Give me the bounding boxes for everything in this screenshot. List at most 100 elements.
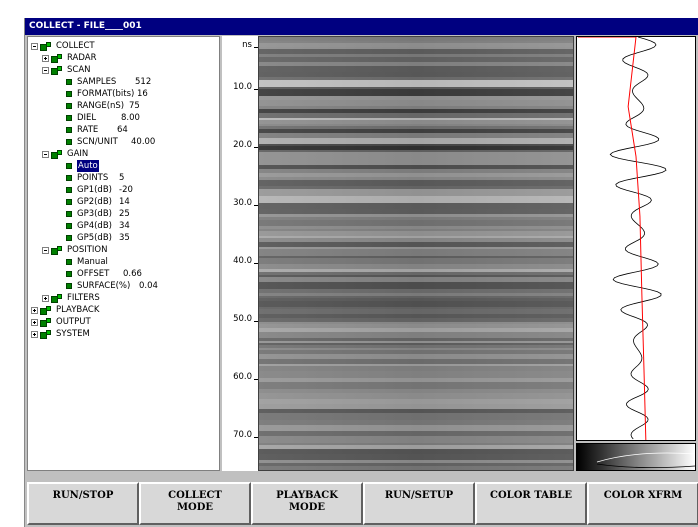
tree-node-label: PLAYBACK: [56, 305, 100, 315]
leaf-label: RATE: [77, 125, 99, 135]
axis-tick: [254, 47, 258, 48]
radar-band: [259, 249, 573, 256]
leaf-value: 0.66: [123, 269, 142, 279]
tree-node-playback[interactable]: PLAYBACK: [31, 304, 99, 316]
axis-tick: [254, 147, 258, 148]
radar-band: [259, 144, 573, 146]
tree-leaf-gp3[interactable]: GP3(dB) 25: [66, 208, 130, 220]
radar-band: [259, 431, 573, 436]
expand-icon[interactable]: [42, 54, 49, 62]
collect-mode-button[interactable]: COLLECT MODE: [139, 482, 251, 525]
radar-band: [259, 231, 573, 236]
leaf-label: DIEL: [77, 113, 97, 123]
tree-leaf-rate[interactable]: RATE 64: [66, 124, 128, 136]
tree-node-output[interactable]: OUTPUT: [31, 316, 91, 328]
radar-band: [259, 264, 573, 269]
tree-node-gain[interactable]: GAIN: [42, 148, 88, 160]
tree-leaf-gain-mode[interactable]: Auto: [66, 160, 99, 172]
radar-band: [259, 443, 573, 445]
tree-node-scan[interactable]: SCAN: [42, 64, 91, 76]
tree-node-radar[interactable]: RADAR: [42, 52, 97, 64]
collapse-icon[interactable]: [42, 246, 49, 254]
tree-leaf-format[interactable]: FORMAT(bits) 16: [66, 88, 148, 100]
color-table-button[interactable]: COLOR TABLE: [475, 482, 587, 525]
tree-leaf-gp4[interactable]: GP4(dB) 34: [66, 220, 130, 232]
leaf-icon: [66, 235, 72, 241]
collapse-icon[interactable]: [42, 66, 49, 74]
tree-leaf-scn-unit[interactable]: SCN/UNIT 40.00: [66, 136, 155, 148]
tree-leaf-gp2[interactable]: GP2(dB) 14: [66, 196, 130, 208]
radar-band: [259, 89, 573, 96]
leaf-icon: [66, 283, 72, 289]
color-xfrm-button[interactable]: COLOR XFRM: [587, 482, 698, 525]
radar-band: [259, 43, 573, 47]
radar-band: [259, 413, 573, 420]
run-setup-button[interactable]: RUN/SETUP: [363, 482, 475, 525]
run-stop-button[interactable]: RUN/STOP: [27, 482, 139, 525]
leaf-label: GP3(dB): [77, 209, 112, 219]
expand-icon[interactable]: [31, 306, 38, 314]
radargram-display[interactable]: [258, 36, 574, 471]
leaf-icon: [66, 103, 72, 109]
radar-band: [259, 296, 573, 298]
leaf-label: GP2(dB): [77, 197, 112, 207]
tree-node-collect[interactable]: COLLECT: [31, 40, 95, 52]
tree-leaf-offset[interactable]: OFFSET 0.66: [66, 268, 142, 280]
tree-leaf-diel[interactable]: DIEL 8.00: [66, 112, 140, 124]
folder-icon: [40, 41, 53, 51]
radar-band: [259, 463, 573, 466]
radar-band: [259, 217, 573, 220]
folder-icon: [51, 53, 64, 63]
folder-icon: [51, 65, 64, 75]
leaf-value: 75: [129, 101, 140, 111]
radar-band: [259, 80, 573, 87]
tree-leaf-gp1[interactable]: GP1(dB) -20: [66, 184, 133, 196]
playback-mode-button[interactable]: PLAYBACK MODE: [251, 482, 363, 525]
tree-leaf-range[interactable]: RANGE(nS) 75: [66, 100, 140, 112]
leaf-icon: [66, 211, 72, 217]
expand-icon[interactable]: [31, 318, 38, 326]
radar-band: [259, 49, 573, 54]
leaf-value: 16: [137, 89, 148, 99]
radar-band: [259, 209, 573, 214]
radar-band: [259, 41, 573, 43]
tree-node-filters[interactable]: FILTERS: [42, 292, 100, 304]
color-xfrm-curve: [596, 452, 695, 468]
radar-band: [259, 109, 573, 113]
leaf-label-selected[interactable]: Auto: [77, 160, 99, 172]
leaf-label: SCN/UNIT: [77, 137, 118, 147]
tree-leaf-surface[interactable]: SURFACE(%) 0.04: [66, 280, 158, 292]
leaf-icon: [66, 223, 72, 229]
axis-tick: [254, 205, 258, 206]
settings-tree[interactable]: COLLECT RADAR SCAN SAMPLES 512 FORMAT(bit…: [27, 36, 220, 471]
leaf-icon: [66, 127, 72, 133]
tree-leaf-samples[interactable]: SAMPLES 512: [66, 76, 151, 88]
radar-band: [259, 309, 573, 314]
radar-band: [259, 301, 573, 307]
axis-unit-label: ns: [242, 40, 252, 50]
radar-band: [259, 138, 573, 144]
tree-node-position[interactable]: POSITION: [42, 244, 107, 256]
collapse-icon[interactable]: [31, 42, 38, 50]
tree-leaf-position-mode[interactable]: Manual: [66, 256, 108, 268]
radar-band: [259, 214, 573, 217]
leaf-icon: [66, 115, 72, 121]
expand-icon[interactable]: [31, 330, 38, 338]
collapse-icon[interactable]: [42, 150, 49, 158]
expand-icon[interactable]: [42, 294, 49, 302]
leaf-icon: [66, 259, 72, 265]
radar-band: [259, 420, 573, 425]
radar-band: [259, 129, 573, 133]
radar-band: [259, 226, 573, 229]
tree-leaf-gp5[interactable]: GP5(dB) 35: [66, 232, 130, 244]
radar-band: [259, 425, 573, 431]
tree-node-label: GAIN: [67, 149, 89, 159]
tree-leaf-points[interactable]: POINTS 5: [66, 172, 124, 184]
radar-band: [259, 277, 573, 282]
leaf-icon: [66, 79, 72, 85]
radar-band: [259, 364, 573, 366]
window-title: COLLECT - FILE____001: [25, 18, 698, 35]
radar-band: [259, 269, 573, 272]
tree-node-label: FILTERS: [67, 293, 100, 303]
tree-node-system[interactable]: SYSTEM: [31, 328, 90, 340]
